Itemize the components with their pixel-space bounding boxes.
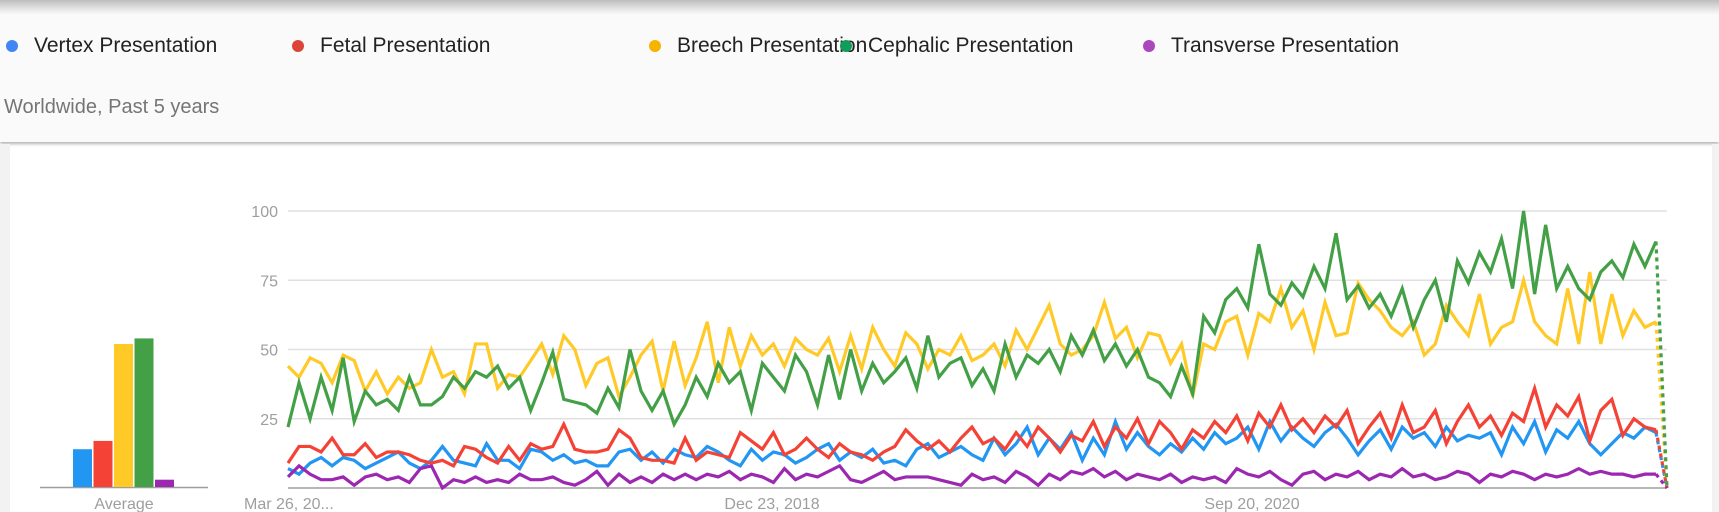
comparison-header: Vertex Presentation Fetal Presentation B… xyxy=(0,14,1719,142)
legend-item-transverse[interactable]: Transverse Presentation xyxy=(1143,34,1399,58)
legend-label: Transverse Presentation xyxy=(1171,34,1399,57)
y-tick-label: 25 xyxy=(260,412,278,429)
gridlines: 25 50 75 100 xyxy=(251,204,1667,489)
legend-label: Cephalic Presentation xyxy=(868,34,1074,57)
series-partial-segment xyxy=(1654,241,1669,489)
y-tick-label: 100 xyxy=(251,204,278,221)
average-bar[interactable] xyxy=(73,449,92,487)
series-partial-segment xyxy=(1654,473,1669,489)
y-tick-label: 50 xyxy=(260,343,278,360)
legend-dot-icon xyxy=(1143,40,1155,52)
series-line[interactable] xyxy=(286,463,1656,491)
legend-item-vertex[interactable]: Vertex Presentation xyxy=(6,34,217,58)
series-lines xyxy=(286,210,1669,491)
region-timeframe-label[interactable]: Worldwide, Past 5 years xyxy=(4,96,220,118)
series-line[interactable] xyxy=(286,271,1657,401)
average-bar-chart xyxy=(40,338,208,489)
legend-dot-icon xyxy=(292,40,304,52)
average-bar[interactable] xyxy=(134,338,154,487)
legend-label: Vertex Presentation xyxy=(34,34,218,57)
legend-label: Fetal Presentation xyxy=(320,34,491,57)
legend-dot-icon xyxy=(649,40,661,52)
x-tick-label: Sep 20, 2020 xyxy=(1204,496,1299,512)
average-bar[interactable] xyxy=(114,343,133,487)
legend-item-breech[interactable]: Breech Presentation xyxy=(649,34,867,58)
average-label: Average xyxy=(94,496,153,512)
average-bar[interactable] xyxy=(155,479,174,487)
x-tick-label: Mar 26, 20... xyxy=(244,496,334,512)
series-partial-segment xyxy=(1654,429,1669,489)
series-line[interactable] xyxy=(286,382,1657,468)
legend-dot-icon xyxy=(6,40,18,52)
x-tick-label: Dec 23, 2018 xyxy=(724,496,819,512)
series-line[interactable] xyxy=(286,210,1658,429)
legend-item-fetal[interactable]: Fetal Presentation xyxy=(292,34,490,58)
average-bar[interactable] xyxy=(93,440,113,487)
top-shadow xyxy=(0,0,1719,14)
card-left-edge xyxy=(0,144,10,512)
legend-dot-icon xyxy=(840,40,852,52)
y-tick-label: 75 xyxy=(260,273,278,290)
legend-label: Breech Presentation xyxy=(677,34,868,57)
card-right-edge xyxy=(1712,144,1719,512)
series-line[interactable] xyxy=(287,416,1657,477)
legend-item-cephalic[interactable]: Cephalic Presentation xyxy=(840,34,1073,58)
series-partial-segment xyxy=(1654,432,1669,489)
